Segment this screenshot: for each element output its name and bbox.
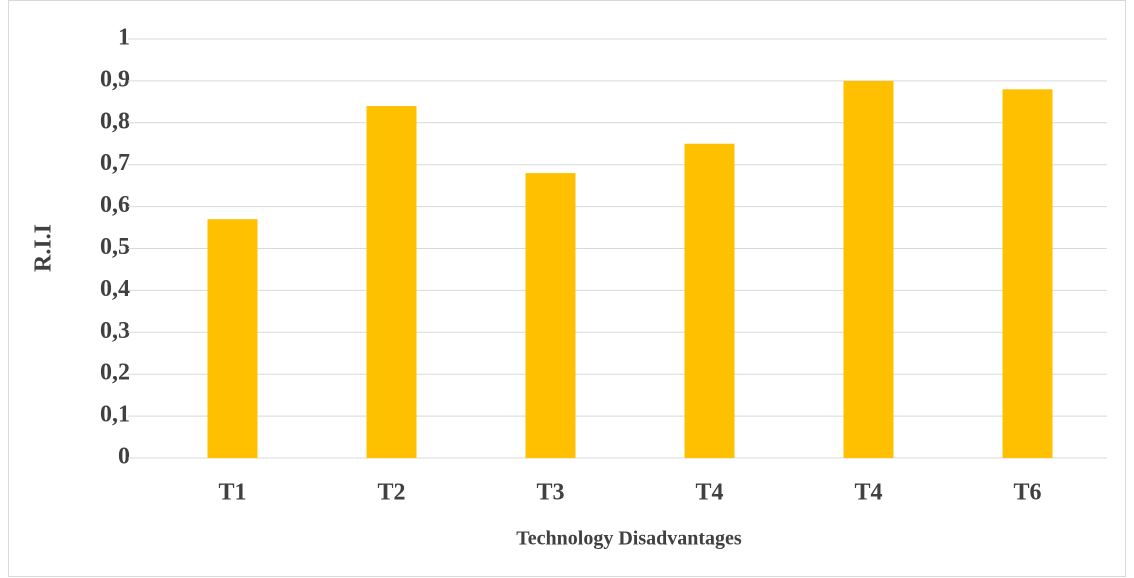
y-tick-label: 1 — [118, 25, 130, 51]
x-tick-label: T3 — [536, 480, 564, 506]
y-tick-label: 0,2 — [100, 360, 130, 386]
y-tick-label: 0,9 — [100, 66, 130, 92]
bar — [207, 219, 258, 458]
x-tick-label: T1 — [218, 480, 246, 506]
bar — [684, 143, 735, 458]
bar — [843, 80, 894, 459]
x-tick-label: T4 — [854, 480, 882, 506]
bar — [525, 173, 576, 458]
bar — [366, 106, 417, 458]
y-tick-label: 0,7 — [100, 150, 130, 176]
x-tick-label: T4 — [695, 480, 723, 506]
x-tick-label: T2 — [377, 480, 405, 506]
x-tick-label: T6 — [1013, 480, 1041, 506]
y-tick-label: 0 — [118, 444, 130, 470]
y-tick-label: 0,4 — [100, 276, 130, 302]
y-tick-label: 0,6 — [100, 192, 130, 218]
y-tick-label: 0,8 — [100, 108, 130, 134]
y-tick-label: 0,3 — [100, 318, 130, 344]
y-axis-title: R.I.I — [31, 224, 57, 272]
y-tick-label: 0,1 — [100, 402, 130, 428]
x-axis-title: Technology Disadvantages — [516, 528, 742, 550]
bar — [1002, 89, 1053, 458]
y-tick-label: 0,5 — [100, 234, 130, 260]
